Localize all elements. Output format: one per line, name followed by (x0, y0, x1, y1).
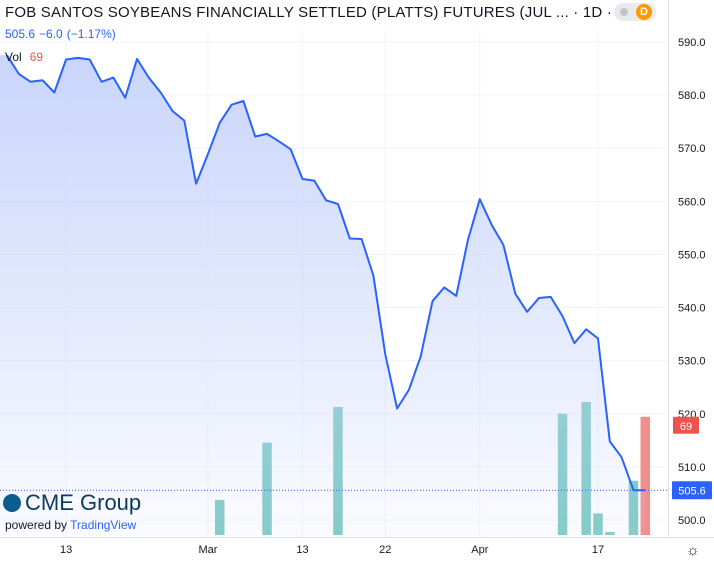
cme-logo[interactable]: CME Group powered by TradingView (3, 490, 141, 532)
time-tick-label: 13 (60, 544, 72, 556)
price-tick-label: 550.0 (678, 249, 706, 261)
price-change-pct: (−1.17%) (66, 27, 116, 41)
price-tick-label: 540.0 (678, 303, 706, 315)
delayed-data-icon: D (636, 4, 652, 20)
cme-brand: CME Group (3, 490, 141, 516)
last-price-tag-text: 505.6 (678, 485, 706, 497)
price-line (6, 54, 646, 492)
volume-readout: Vol 69 (5, 50, 43, 64)
last-price: 505.6 (5, 27, 36, 41)
price-tick-label: 500.0 (678, 515, 706, 527)
tradingview-link[interactable]: TradingView (70, 518, 137, 532)
volume-value: 69 (29, 50, 44, 64)
price-tick-label: 570.0 (678, 143, 706, 155)
market-status-badge[interactable]: D (614, 3, 656, 21)
price-change: −6.0 (39, 27, 63, 41)
last-price-tag (672, 481, 712, 500)
price-tick-label: 560.0 (678, 196, 706, 208)
cme-brand-text: CME Group (25, 490, 142, 515)
volume-label: Vol (5, 50, 22, 64)
volume-tag-text: 69 (680, 421, 692, 433)
time-axis[interactable]: 13 Mar 13 22 Apr 17 (0, 537, 714, 557)
status-dot-icon (620, 8, 628, 16)
price-axis[interactable]: 590.0580.0570.0560.0550.0540.0530.0520.0… (668, 0, 706, 537)
globe-icon (3, 494, 21, 512)
price-tick-label: 530.0 (678, 356, 706, 368)
volume-tag (673, 416, 699, 434)
price-tick-label: 510.0 (678, 462, 706, 474)
time-tick-label: Mar (198, 544, 217, 556)
price-tick-label: 590.0 (678, 37, 706, 49)
price-area (0, 55, 646, 538)
powered-by: powered by TradingView (5, 518, 141, 532)
volume-bar (640, 416, 651, 535)
symbol-title[interactable]: FOB SANTOS SOYBEANS FINANCIALLY SETTLED … (5, 4, 651, 21)
price-readout: 505.6 −6.0 (−1.17%) (5, 27, 120, 41)
gear-icon[interactable]: ☼ (686, 542, 700, 559)
time-tick-label: Apr (471, 544, 488, 556)
axis-tags: 69 505.6 (672, 416, 712, 500)
time-tick-label: 22 (379, 544, 391, 556)
powered-by-text: powered by (5, 518, 68, 532)
price-tick-label: 580.0 (678, 90, 706, 102)
time-tick-label: 13 (296, 544, 308, 556)
time-tick-label: 17 (592, 544, 604, 556)
